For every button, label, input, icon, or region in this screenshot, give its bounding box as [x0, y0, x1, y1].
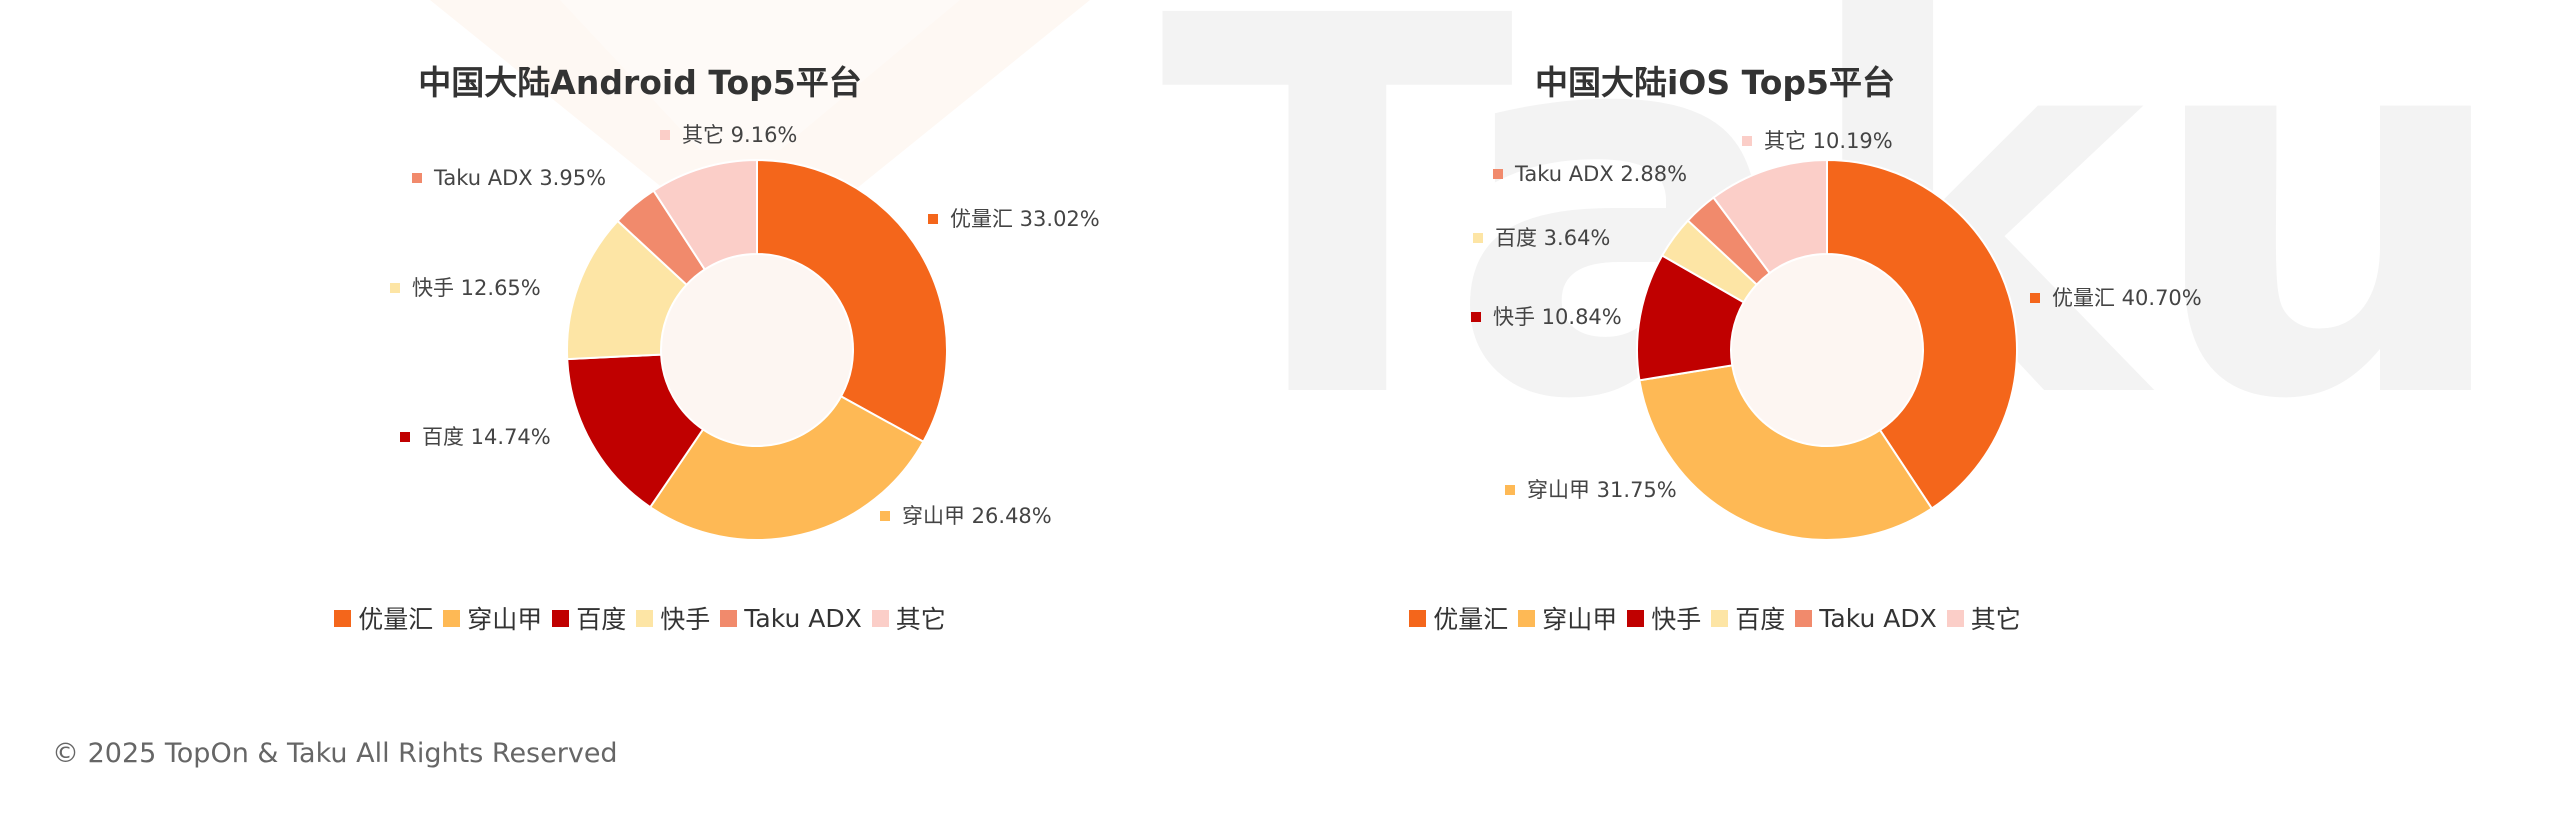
android-donut-svg: 优量汇 33.02% 穿山甲 26.48% 百度 14.74% 快手 12.65% Ta…: [390, 123, 1100, 541]
legend-swatch: [443, 609, 461, 627]
chart-title: 中国大陆iOS Top5平台: [1534, 63, 1895, 102]
donut-slice: [1638, 364, 1934, 541]
donut-slice: [652, 158, 758, 271]
legend-item[interactable]: 百度: [552, 600, 626, 636]
legend-label: 百度: [1735, 605, 1786, 634]
legend-swatch: [720, 609, 738, 627]
data-label-marker: [880, 511, 890, 521]
legend-swatch: [871, 609, 889, 627]
legend-item[interactable]: 穿山甲: [1518, 600, 1617, 636]
android-donut-chart: 优量汇 33.02% 穿山甲 26.48% 百度 14.74% 快手 12.65% Ta…: [0, 63, 1280, 636]
data-label: 其它 9.16%: [682, 123, 797, 147]
legend-swatch: [636, 609, 654, 627]
data-label: 快手 10.84%: [1493, 305, 1622, 329]
donut-slice: [648, 394, 925, 541]
data-label: 穿山甲 26.48%: [902, 504, 1052, 528]
legend-swatch: [1711, 609, 1729, 627]
legend-label: 其它: [895, 605, 946, 634]
legend-item[interactable]: 优量汇: [334, 600, 433, 636]
data-label-marker: [400, 432, 410, 442]
donut-slice: [566, 353, 705, 509]
legend-item[interactable]: 其它: [1946, 600, 2021, 636]
legend-item[interactable]: 穿山甲: [443, 600, 542, 636]
chart-title: 中国大陆Android Top5平台: [418, 63, 862, 102]
legend-label: 穿山甲: [1542, 605, 1618, 634]
data-label-marker: [2030, 293, 2040, 303]
legend-label: 穿山甲: [467, 605, 543, 634]
legend-item[interactable]: 快手: [636, 600, 710, 636]
data-label-marker: [1505, 485, 1515, 495]
legend-item[interactable]: 其它: [871, 600, 946, 636]
watermark-chevron-inner: [560, 0, 960, 150]
legend-item[interactable]: Taku ADX: [1795, 603, 1937, 633]
legend-label: 优量汇: [1433, 605, 1509, 634]
legend-swatch: [1627, 609, 1645, 627]
legend-item[interactable]: Taku ADX: [720, 603, 862, 633]
legend-label: 其它: [1970, 605, 2021, 634]
legend-item[interactable]: 优量汇: [1409, 600, 1508, 636]
data-label: Taku ADX 2.88%: [1514, 162, 1687, 186]
data-label-marker: [1473, 233, 1483, 243]
ios-donut-svg: 优量汇 40.70% 穿山甲 31.75% 快手 10.84% 百度 3.64% Tak…: [1471, 129, 2202, 541]
legend-swatch: [1795, 609, 1813, 627]
donut-slice: [1826, 158, 2018, 510]
data-label: Taku ADX 3.95%: [433, 166, 606, 190]
data-label: 百度 3.64%: [1495, 226, 1610, 250]
legend-swatch: [552, 609, 570, 627]
legend-item[interactable]: 快手: [1627, 600, 1701, 636]
data-label: 穿山甲 31.75%: [1527, 478, 1677, 502]
legend-swatch: [334, 609, 352, 627]
data-label: 百度 14.74%: [422, 425, 551, 449]
data-label: 快手 12.65%: [412, 276, 541, 300]
legend-item[interactable]: 百度: [1711, 600, 1785, 636]
donut-slice: [1712, 158, 1828, 275]
donut-center: [661, 254, 853, 446]
ios-donut-chart: 优量汇 40.70% 穿山甲 31.75% 快手 10.84% 百度 3.64% Tak…: [1075, 0, 2355, 815]
chart-legend: 优量汇 穿山甲 快手 百度 Taku ADX 其它: [1075, 600, 2355, 636]
watermark-chevron-shape: [430, 0, 1090, 210]
chart-legend: 优量汇 穿山甲 百度 快手 Taku ADX 其它: [0, 600, 1280, 636]
donut-center: [1731, 254, 1923, 446]
data-label: 优量汇 33.02%: [950, 207, 1100, 231]
data-label-marker: [1493, 169, 1503, 179]
legend-swatch: [1946, 609, 1964, 627]
data-label-marker: [412, 173, 422, 183]
legend-swatch: [1409, 609, 1427, 627]
donut-slice: [756, 158, 948, 444]
legend-label: Taku ADX: [1819, 603, 1937, 633]
legend-label: 快手: [1651, 605, 1702, 634]
data-label: 优量汇 40.70%: [2052, 286, 2202, 310]
data-label-marker: [1471, 312, 1481, 322]
data-label-marker: [660, 130, 670, 140]
legend-label: 快手: [660, 605, 711, 634]
data-label: 其它 10.19%: [1764, 129, 1893, 153]
data-label-marker: [928, 214, 938, 224]
legend-label: 优量汇: [358, 605, 434, 634]
legend-label: Taku ADX: [744, 603, 862, 633]
legend-swatch: [1518, 609, 1536, 627]
legend-label: 百度: [576, 605, 627, 634]
data-label-marker: [1742, 136, 1752, 146]
data-label-marker: [390, 283, 400, 293]
copyright-footer: © 2025 TopOn & Taku All Rights Reserved: [52, 738, 618, 769]
